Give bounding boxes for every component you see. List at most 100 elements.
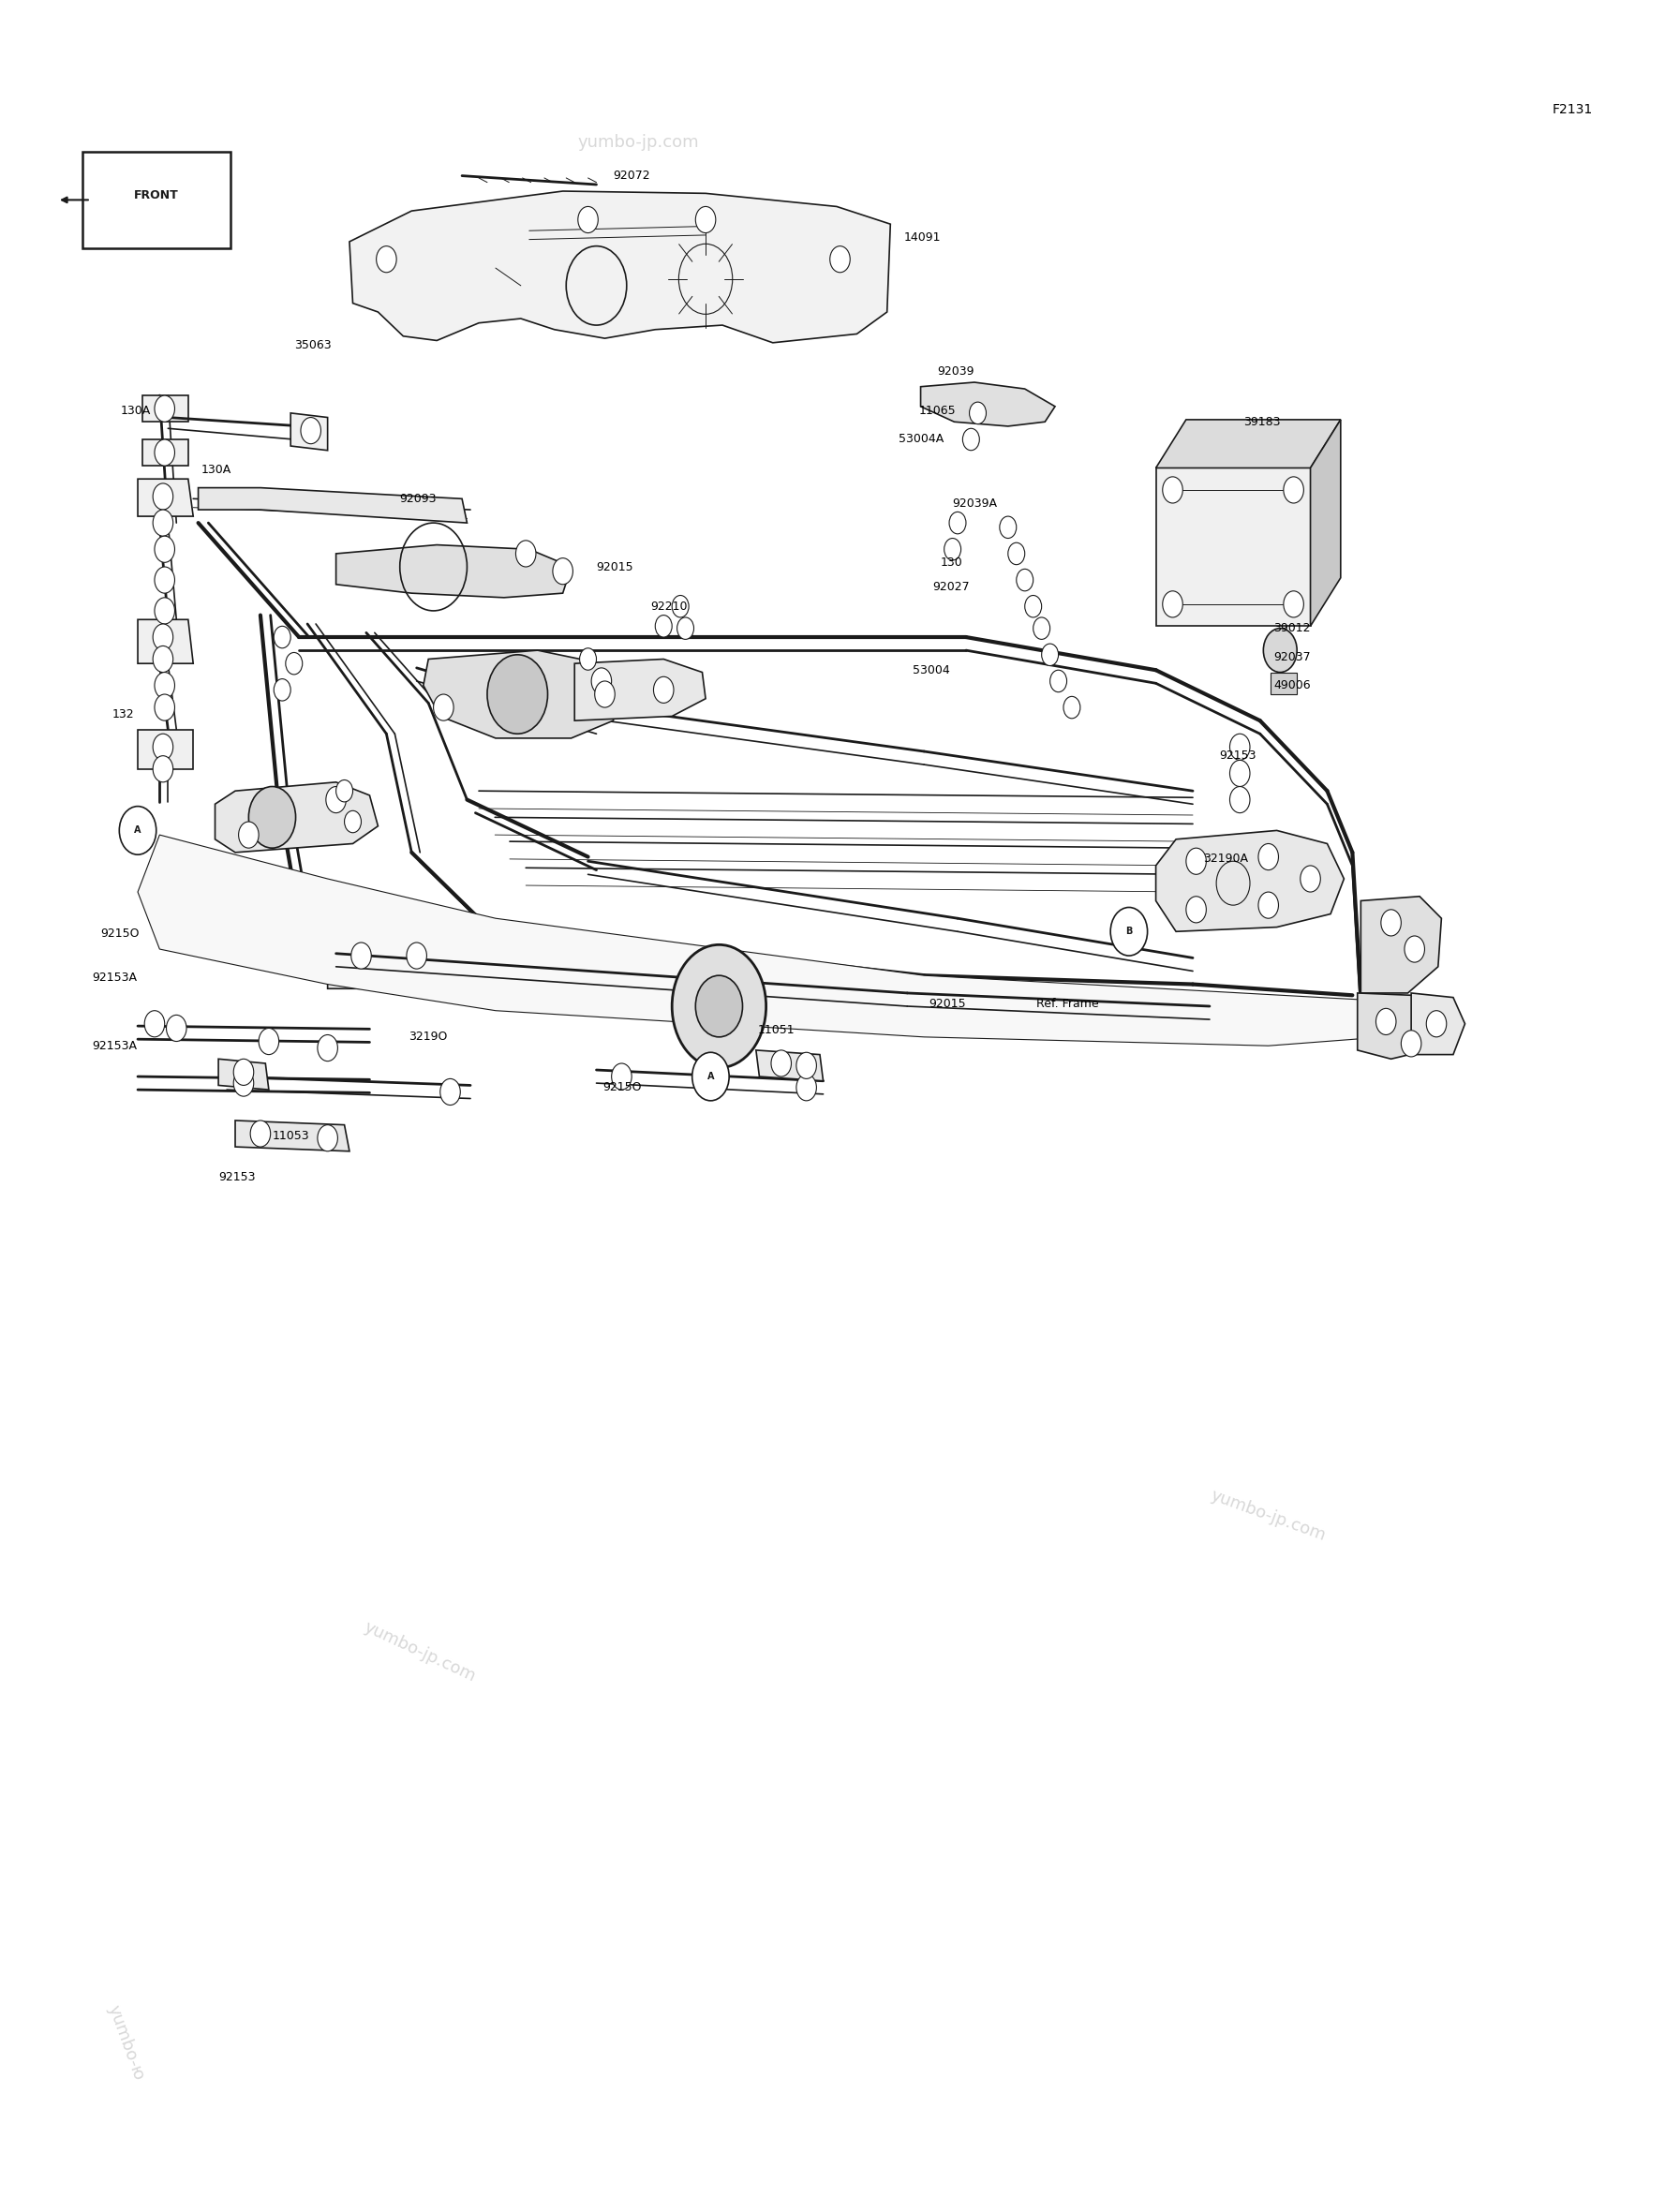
Circle shape <box>796 1074 816 1101</box>
Circle shape <box>1008 543 1025 565</box>
Circle shape <box>1163 591 1183 617</box>
Polygon shape <box>423 650 622 738</box>
Circle shape <box>286 653 302 674</box>
Circle shape <box>655 615 672 637</box>
Circle shape <box>1284 591 1304 617</box>
Circle shape <box>153 483 173 510</box>
Text: 11053: 11053 <box>272 1129 309 1142</box>
Circle shape <box>351 943 371 969</box>
Circle shape <box>407 943 427 969</box>
Text: 132: 132 <box>113 707 134 721</box>
Circle shape <box>516 540 536 567</box>
Circle shape <box>1381 910 1401 936</box>
Circle shape <box>696 975 743 1037</box>
Polygon shape <box>235 1120 349 1151</box>
Circle shape <box>153 510 173 536</box>
Circle shape <box>1284 477 1304 503</box>
Text: yumbo-jp.com: yumbo-jp.com <box>361 1619 479 1685</box>
Text: 9215O: 9215O <box>603 1081 642 1094</box>
Polygon shape <box>921 382 1055 426</box>
Circle shape <box>234 1059 254 1085</box>
Circle shape <box>166 1015 186 1041</box>
Circle shape <box>580 648 596 670</box>
Circle shape <box>1263 628 1297 672</box>
Circle shape <box>144 1011 165 1037</box>
Text: 92027: 92027 <box>932 580 969 593</box>
Circle shape <box>1426 1011 1446 1037</box>
Circle shape <box>771 1050 791 1077</box>
Circle shape <box>612 1063 632 1090</box>
Circle shape <box>1258 844 1278 870</box>
Circle shape <box>969 402 986 424</box>
Circle shape <box>796 1052 816 1079</box>
Circle shape <box>155 598 175 624</box>
Text: 92072: 92072 <box>613 169 650 182</box>
Polygon shape <box>756 1050 823 1081</box>
Text: 92015: 92015 <box>929 997 966 1011</box>
Circle shape <box>301 417 321 444</box>
Circle shape <box>1300 866 1320 892</box>
Circle shape <box>234 1070 254 1096</box>
Text: yumbo-jp.com: yumbo-jp.com <box>1208 1487 1329 1544</box>
Circle shape <box>153 734 173 760</box>
Text: 49006: 49006 <box>1273 679 1310 692</box>
Circle shape <box>1376 1008 1396 1035</box>
Circle shape <box>830 246 850 272</box>
Polygon shape <box>1156 420 1341 468</box>
Circle shape <box>326 787 346 813</box>
Polygon shape <box>1411 993 1465 1055</box>
Circle shape <box>949 512 966 534</box>
Polygon shape <box>198 488 467 523</box>
Circle shape <box>1050 670 1067 692</box>
Text: 39012: 39012 <box>1273 622 1310 635</box>
Circle shape <box>1404 936 1425 962</box>
Polygon shape <box>1361 896 1441 993</box>
Circle shape <box>1230 734 1250 760</box>
Polygon shape <box>575 659 706 721</box>
Circle shape <box>336 780 353 802</box>
Text: 3219O: 3219O <box>408 1030 447 1044</box>
Circle shape <box>249 787 296 848</box>
Circle shape <box>1025 595 1042 617</box>
Circle shape <box>672 945 766 1068</box>
Circle shape <box>1033 617 1050 639</box>
Polygon shape <box>218 1059 269 1090</box>
Text: 53004: 53004 <box>912 663 949 677</box>
Text: yumbo-jp.com: yumbo-jp.com <box>578 134 699 152</box>
Text: yumbo-ю: yumbo-ю <box>104 2004 148 2083</box>
Polygon shape <box>291 413 328 450</box>
Circle shape <box>155 567 175 593</box>
Polygon shape <box>138 479 193 516</box>
Text: 53004A: 53004A <box>899 433 944 446</box>
Circle shape <box>155 395 175 422</box>
Text: 39183: 39183 <box>1243 415 1280 428</box>
Circle shape <box>487 655 548 734</box>
Polygon shape <box>1156 468 1310 626</box>
Circle shape <box>155 694 175 721</box>
Circle shape <box>250 1120 270 1147</box>
Circle shape <box>944 538 961 560</box>
Polygon shape <box>143 439 188 466</box>
Circle shape <box>677 617 694 639</box>
Text: 92210: 92210 <box>650 600 687 613</box>
Text: 92039: 92039 <box>937 365 974 378</box>
Circle shape <box>1063 696 1080 718</box>
Circle shape <box>672 595 689 617</box>
Circle shape <box>595 681 615 707</box>
Text: 92153A: 92153A <box>92 1039 138 1052</box>
Polygon shape <box>1270 672 1297 694</box>
Circle shape <box>153 756 173 782</box>
Circle shape <box>1230 760 1250 787</box>
Circle shape <box>155 536 175 562</box>
Text: 92153: 92153 <box>1220 749 1257 762</box>
Text: F2131: F2131 <box>1552 103 1593 116</box>
Polygon shape <box>138 620 193 663</box>
Text: 130: 130 <box>941 556 963 569</box>
Text: 35063: 35063 <box>294 338 331 352</box>
Text: A: A <box>134 826 141 835</box>
Circle shape <box>1163 477 1183 503</box>
Circle shape <box>1258 892 1278 918</box>
Circle shape <box>1016 569 1033 591</box>
Circle shape <box>155 672 175 699</box>
Circle shape <box>376 246 396 272</box>
